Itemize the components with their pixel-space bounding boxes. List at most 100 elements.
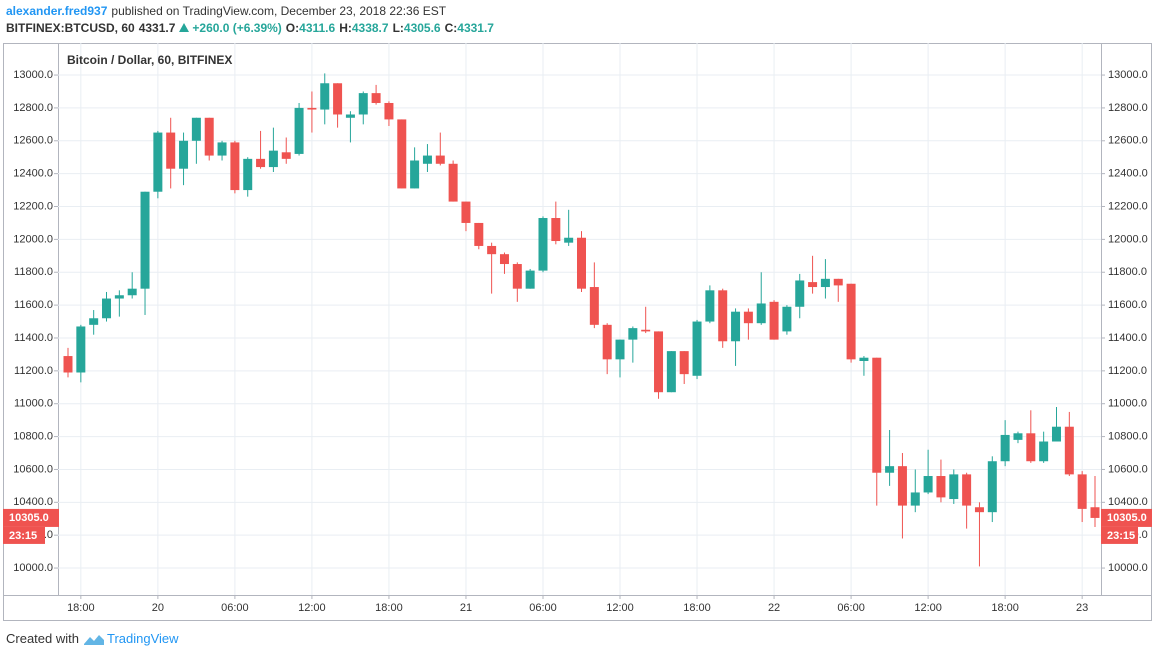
created-with: Created with bbox=[6, 631, 79, 646]
candle-body bbox=[820, 278, 830, 288]
y-tick-label: 11600.0 bbox=[1108, 299, 1147, 311]
candle-body bbox=[692, 321, 702, 376]
high-label: H: bbox=[339, 21, 352, 35]
candle-body bbox=[384, 102, 394, 120]
open: 4311.6 bbox=[299, 21, 336, 35]
y-tick-label: 12000.0 bbox=[1108, 233, 1148, 245]
publish-line: alexander.fred937 published on TradingVie… bbox=[6, 4, 450, 18]
y-tick-label: 12200.0 bbox=[1108, 200, 1148, 212]
y-tick-label: 13000.0 bbox=[1108, 69, 1148, 81]
y-tick-label: 12400.0 bbox=[1108, 168, 1148, 180]
candle-body bbox=[538, 218, 548, 271]
logo bbox=[83, 634, 104, 645]
candle-body bbox=[333, 83, 343, 115]
candle-body bbox=[89, 318, 99, 325]
candle-body bbox=[615, 339, 625, 360]
x-tick-label: 23 bbox=[1076, 602, 1088, 614]
countdown-tag bbox=[3, 526, 45, 544]
candle-body bbox=[551, 218, 561, 242]
y-tick-label: 12600.0 bbox=[1108, 135, 1148, 147]
chart: 10000.010000.010200.010200.010400.010400… bbox=[3, 43, 1152, 621]
candle-body bbox=[281, 152, 291, 159]
candle-body bbox=[358, 93, 368, 115]
candle-body bbox=[487, 245, 497, 255]
candle-body bbox=[718, 290, 728, 342]
candle-body bbox=[589, 287, 599, 325]
candle-body bbox=[564, 237, 574, 243]
candle-body bbox=[204, 117, 214, 156]
candle-body bbox=[936, 476, 946, 498]
candle-body bbox=[153, 132, 163, 192]
candle-body bbox=[371, 93, 381, 103]
candle-body bbox=[294, 107, 304, 154]
y-tick-label: 11000.0 bbox=[1108, 398, 1147, 410]
candle-body bbox=[769, 301, 779, 340]
low-label: L: bbox=[392, 21, 404, 35]
y-tick-label: 12200.0 bbox=[13, 200, 53, 212]
candle-body bbox=[974, 507, 984, 513]
x-tick-label: 18:00 bbox=[991, 602, 1019, 614]
candle-body bbox=[525, 270, 535, 289]
y-tick-label: 10800.0 bbox=[13, 430, 53, 442]
candle-body bbox=[435, 155, 445, 164]
candle-body bbox=[1026, 433, 1036, 462]
last-price-tag bbox=[3, 508, 59, 527]
y-tick-label: 12800.0 bbox=[13, 102, 53, 114]
candle-body bbox=[1077, 474, 1087, 509]
y-tick-label: 12800.0 bbox=[1108, 102, 1148, 114]
candle-body bbox=[63, 356, 73, 373]
candle-body bbox=[756, 303, 766, 324]
y-tick-label: 11400.0 bbox=[1108, 332, 1147, 344]
candle-body bbox=[127, 288, 137, 296]
candle-body bbox=[191, 117, 201, 141]
up-arrow bbox=[179, 23, 190, 32]
low: 4305.6 bbox=[403, 21, 441, 35]
candle-body bbox=[512, 264, 522, 289]
symbol-line: BITFINEX:BTCUSD, 60 4331.7 +260.0 (+6.39%)… bbox=[6, 21, 498, 35]
x-tick-label: 18:00 bbox=[375, 602, 403, 614]
candle-body bbox=[846, 283, 856, 360]
candle-body bbox=[666, 351, 676, 393]
x-tick-label: 06:00 bbox=[221, 602, 249, 614]
candle-body bbox=[1090, 507, 1100, 518]
candle-body bbox=[1064, 426, 1074, 475]
candle-body bbox=[102, 298, 112, 319]
candle-body bbox=[782, 306, 792, 332]
close: 4331.7 bbox=[457, 21, 494, 35]
candle-body bbox=[602, 324, 612, 360]
change: +260.0 (+6.39%) bbox=[192, 21, 282, 35]
y-tick-label: 12600.0 bbox=[13, 135, 53, 147]
last-price-tag bbox=[1101, 508, 1152, 527]
y-tick-label: 10000.0 bbox=[13, 562, 53, 574]
candle-body bbox=[833, 278, 843, 286]
candle-body bbox=[654, 331, 664, 393]
candle-body bbox=[1013, 433, 1023, 440]
candle-body bbox=[179, 140, 189, 169]
candle-body bbox=[679, 351, 689, 375]
candle-body bbox=[808, 282, 818, 288]
candle-body bbox=[230, 142, 240, 191]
author[interactable]: alexander.fred937 bbox=[6, 4, 108, 18]
countdown-tag bbox=[1101, 526, 1138, 544]
y-tick-label: 10600.0 bbox=[13, 463, 53, 475]
y-tick-label: 11200.0 bbox=[14, 365, 53, 377]
candle-body bbox=[987, 461, 997, 513]
candle-body bbox=[140, 191, 150, 289]
brand[interactable]: TradingView bbox=[106, 631, 179, 646]
candle-body bbox=[256, 158, 266, 168]
candle-body bbox=[474, 222, 484, 246]
candle-body bbox=[1000, 434, 1010, 462]
candle-body bbox=[307, 107, 317, 110]
candle-body bbox=[345, 114, 355, 118]
y-tick-label: 10400.0 bbox=[13, 496, 53, 508]
y-tick-label: 11400.0 bbox=[14, 332, 53, 344]
candle-body bbox=[217, 142, 227, 156]
candle-body bbox=[243, 158, 253, 191]
candle-body bbox=[885, 466, 895, 473]
candle-body bbox=[641, 329, 651, 332]
x-tick-label: 22 bbox=[768, 602, 780, 614]
y-tick-label: 11000.0 bbox=[14, 398, 53, 410]
candle-body bbox=[397, 119, 407, 189]
candle-body bbox=[499, 254, 509, 265]
